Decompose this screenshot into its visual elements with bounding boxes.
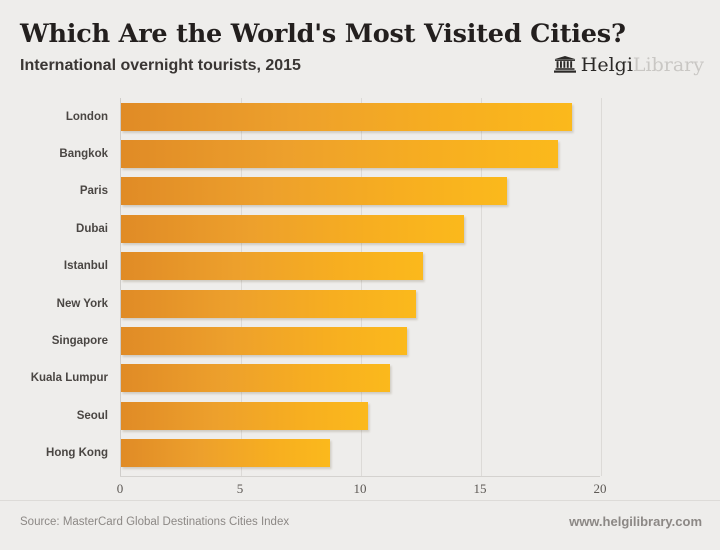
bar-dubai[interactable]: [121, 214, 465, 243]
page-title: Which Are the World's Most Visited Citie…: [20, 19, 626, 49]
x-tick-label: 5: [236, 481, 244, 496]
bar-istanbul[interactable]: [121, 252, 424, 281]
logo-secondary-text: Library: [632, 53, 704, 76]
helgi-library-logo[interactable]: HelgiLibrary: [553, 53, 704, 77]
bar-bangkok[interactable]: [121, 140, 558, 169]
bar-row[interactable]: Kuala Lumpur: [0, 360, 720, 397]
gridline: [361, 98, 362, 476]
x-tick-label: 10: [353, 481, 367, 496]
library-building-icon: [553, 56, 576, 74]
bar-new-york[interactable]: [121, 289, 417, 318]
logo-text: HelgiLibrary: [580, 53, 704, 76]
category-label-seoul: Seoul: [76, 409, 108, 422]
x-axis-line: [120, 476, 600, 477]
bar-row[interactable]: Paris: [0, 173, 720, 210]
x-tick-label: 15: [473, 481, 487, 496]
category-label-istanbul: Istanbul: [63, 260, 108, 273]
x-tick-label: 20: [593, 481, 607, 496]
category-label-london: London: [65, 110, 108, 123]
x-tick-label: 0: [116, 481, 124, 496]
category-label-dubai: Dubai: [76, 222, 108, 235]
bar-row[interactable]: Istanbul: [0, 248, 720, 285]
bar-seoul[interactable]: [121, 401, 369, 430]
source-note: Source: MasterCard Global Destinations C…: [20, 516, 290, 528]
gridline: [481, 98, 482, 476]
chart-footer: Source: MasterCard Global Destinations C…: [0, 500, 720, 551]
website-url[interactable]: www.helgilibrary.com: [569, 514, 702, 529]
category-label-bangkok: Bangkok: [59, 148, 108, 161]
bar-row[interactable]: Hong Kong: [0, 435, 720, 472]
chart-subtitle: International overnight tourists, 2015: [20, 57, 301, 74]
bar-row[interactable]: Seoul: [0, 397, 720, 434]
bar-row[interactable]: London: [0, 98, 720, 135]
category-label-kuala-lumpur: Kuala Lumpur: [30, 372, 108, 385]
bar-singapore[interactable]: [121, 327, 407, 356]
chart-header: Which Are the World's Most Visited Citie…: [0, 0, 720, 88]
bar-row[interactable]: Singapore: [0, 322, 720, 359]
category-label-new-york: New York: [56, 297, 108, 310]
bar-kuala-lumpur[interactable]: [121, 364, 390, 393]
logo-primary-text: Helgi: [580, 53, 633, 76]
bar-rows: London Bangkok Paris Dubai Istanbul New York S…: [0, 98, 720, 476]
x-axis: 0 5 10 15 20: [0, 476, 720, 500]
bar-hong-kong[interactable]: [121, 439, 330, 468]
gridline: [241, 98, 242, 476]
bar-paris[interactable]: [121, 177, 508, 206]
category-label-singapore: Singapore: [51, 335, 108, 348]
bar-row[interactable]: Bangkok: [0, 135, 720, 172]
gridline: [601, 98, 602, 476]
category-label-paris: Paris: [79, 185, 108, 198]
bar-row[interactable]: Dubai: [0, 210, 720, 247]
category-label-hong-kong: Hong Kong: [46, 447, 108, 460]
chart-area: London Bangkok Paris Dubai Istanbul New York S…: [0, 88, 720, 500]
plot-region: [120, 98, 602, 476]
bar-row[interactable]: New York: [0, 285, 720, 322]
bar-london[interactable]: [121, 102, 573, 131]
